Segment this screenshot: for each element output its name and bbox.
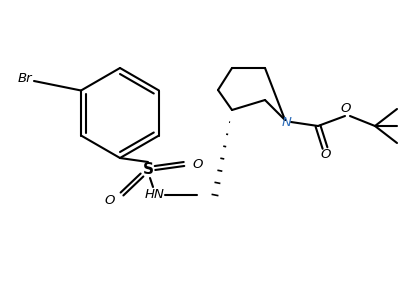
Text: HN: HN: [145, 189, 165, 202]
Text: N: N: [282, 115, 292, 128]
Text: O: O: [105, 194, 115, 207]
Text: O: O: [192, 158, 202, 170]
Text: O: O: [321, 147, 331, 160]
Text: O: O: [341, 103, 351, 115]
Text: Br: Br: [18, 71, 33, 84]
Text: S: S: [143, 162, 153, 177]
